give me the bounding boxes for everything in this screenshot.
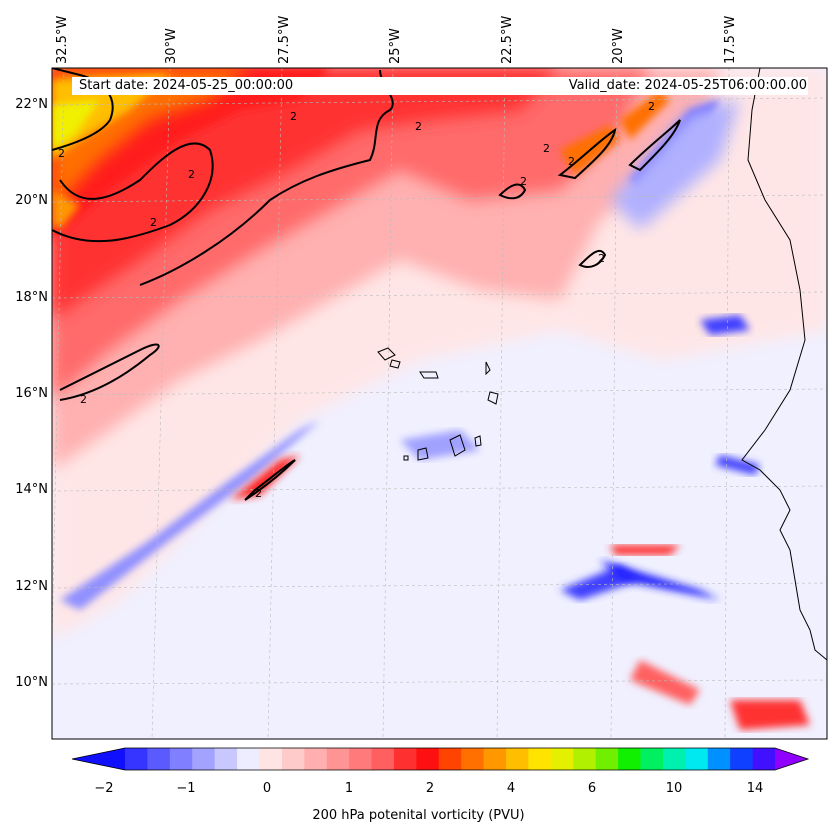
lon-label: 22.5°W [500,15,515,64]
contour-label: 2 [568,155,575,168]
colorbar-swatch [393,748,417,770]
colorbar-max-arrow [775,748,808,770]
contour-label: 2 [415,120,422,133]
colorbar-swatch [752,748,776,770]
contour-label: 2 [520,175,527,188]
colorbar-tick-label: 1 [344,781,354,796]
colorbar-swatch [573,748,597,770]
colorbar-swatch [618,748,642,770]
colorbar-tick-label: −2 [94,781,114,796]
colorbar-swatch [483,748,507,770]
colorbar-swatch [169,748,193,770]
colorbar-swatch [349,748,373,770]
lat-label: 12°N [15,579,48,594]
colorbar-swatch [326,748,350,770]
colorbar-outline [71,747,810,771]
colorbar-swatch [147,748,171,770]
colorbar-swatch [438,748,462,770]
contour-label: 2 [80,393,87,406]
colorbar-swatch [237,748,261,770]
lat-label: 14°N [15,482,48,497]
colorbar-swatch [214,748,238,770]
pv-field [52,68,827,739]
lon-label: 25°W [388,28,403,64]
colorbar-tick-label: 0 [262,781,272,796]
colorbar-tick-label: 6 [587,781,597,796]
colorbar-swatch [416,748,440,770]
lon-label: 32.5°W [55,15,70,64]
colorbar-swatch [730,748,754,770]
colorbar-swatch [550,748,574,770]
start-date-label: Start date: 2024-05-25_00:00:00 [79,78,294,93]
lat-label: 20°N [15,193,48,208]
colorbar-swatch [259,748,283,770]
colorbar-tick-label: 4 [506,781,516,796]
colorbar-swatch [662,748,686,770]
colorbar-swatch [192,748,216,770]
contour-label: 2 [255,487,262,500]
lon-label: 20°W [611,28,626,64]
contour-label: 2 [598,252,605,265]
colorbar-swatch [371,748,395,770]
colorbar [71,747,810,771]
colorbar-swatch [304,748,328,770]
colorbar-swatch [281,748,305,770]
colorbar-tick-label: 2 [425,781,435,796]
colorbar-tick-label: 10 [665,781,683,796]
coastline [377,68,827,661]
colorbar-swatch [506,748,530,770]
colorbar-swatch [640,748,664,770]
info-bar [72,77,808,95]
lon-label: 17.5°W [723,15,738,64]
contour-label: 2 [150,216,157,229]
contour-label: 2 [58,147,65,160]
lon-label: 30°W [164,28,179,64]
valid-date-label: Valid_date: 2024-05-25T06:00:00.00 [568,78,807,93]
colorbar-min-arrow [72,748,125,770]
lat-label: 10°N [15,675,48,690]
contour-labels: 2 2 2 2 2 2 2 2 2 2 2 2 [58,100,655,500]
lat-label: 16°N [15,386,48,401]
colorbar-swatch [125,748,149,770]
contour-label: 2 [188,168,195,181]
colorbar-swatch [528,748,552,770]
plot-frame [51,67,828,740]
lat-label: 22°N [15,97,48,112]
colorbar-swatch [595,748,619,770]
lon-label: 27.5°W [277,15,292,64]
colorbar-tick-label: −1 [176,781,196,796]
colorbar-swatch [707,748,731,770]
contour-label: 2 [543,142,550,155]
contour-label: 2 [648,100,655,113]
lat-label: 18°N [15,290,48,305]
colorbar-tick-label: 14 [746,781,764,796]
colorbar-swatch [685,748,709,770]
contour-label: 2 [290,110,297,123]
colorbar-title: 200 hPa potenital vorticity (PVU) [312,808,525,823]
colorbar-swatch [461,748,485,770]
